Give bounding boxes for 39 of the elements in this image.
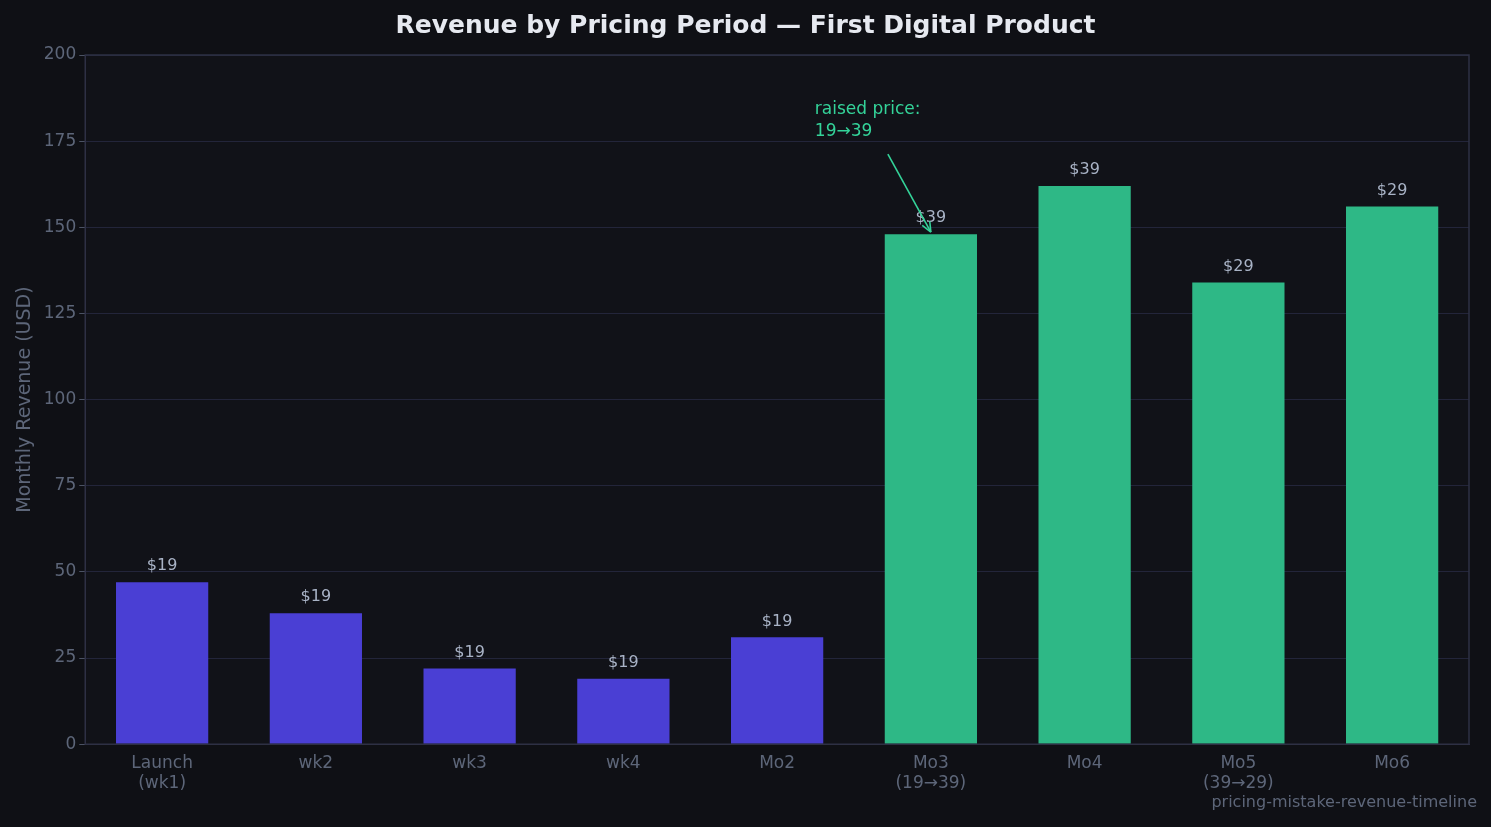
- annotation: $29: [1376, 179, 1408, 199]
- annotation: raised price: 19→39: [814, 98, 921, 141]
- bar: [1038, 185, 1131, 744]
- bar: [731, 637, 824, 744]
- x-tick-label: Mo2: [759, 751, 796, 772]
- y-tick-label: 0: [65, 732, 77, 753]
- annotation: $29: [1223, 255, 1254, 275]
- x-tick-label: Mo5 (39→29): [1202, 751, 1274, 793]
- bar: [116, 582, 209, 744]
- y-tick-label: 50: [54, 560, 77, 581]
- bar: [423, 668, 516, 744]
- x-tick-label: Mo4: [1066, 751, 1103, 772]
- y-tick-label: 100: [43, 388, 77, 409]
- annotation: $19: [300, 586, 332, 606]
- text: pricing-mistake-revenue-timeline: [1211, 792, 1477, 811]
- y-tick-label: 75: [54, 474, 77, 495]
- annotation: $19: [608, 651, 639, 671]
- x-tick-label: wk3: [452, 751, 487, 772]
- bar: [577, 678, 670, 744]
- x-tick-label: Mo6: [1374, 751, 1411, 772]
- annotation: $19: [454, 641, 485, 661]
- y-tick-label: 125: [43, 301, 77, 322]
- x-tick-label: Mo3 (19→39): [895, 751, 967, 793]
- x-tick-label: wk2: [298, 751, 334, 772]
- chart-title: Revenue by Pricing Period — First Digital Product: [394, 10, 1097, 39]
- bar: [1346, 206, 1439, 744]
- x-tick-label: wk4: [606, 751, 641, 772]
- y-axis-title: Monthly Revenue (USD): [12, 286, 35, 513]
- annotation: $19: [146, 555, 178, 575]
- annotation: $19: [761, 610, 793, 630]
- y-tick-label: 150: [43, 215, 77, 236]
- bar: [884, 234, 977, 744]
- x-tick-label: Launch (wk1): [131, 751, 193, 793]
- annotation: $39: [1069, 159, 1100, 179]
- y-tick-label: 200: [43, 43, 77, 64]
- bar: [1192, 282, 1285, 744]
- bar: [269, 613, 362, 744]
- y-tick-label: 175: [43, 129, 77, 150]
- y-tick-label: 25: [54, 646, 77, 667]
